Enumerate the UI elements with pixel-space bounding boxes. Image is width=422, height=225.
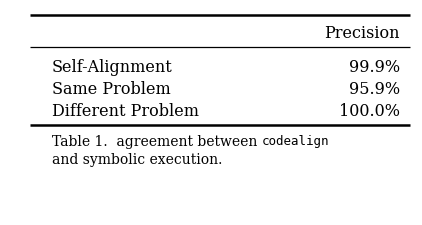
Text: 100.0%: 100.0% [339,103,400,120]
Text: Same Problem: Same Problem [52,81,171,98]
Text: Different Problem: Different Problem [52,103,199,120]
Text: Table 1.  agreement between: Table 1. agreement between [52,134,262,148]
Text: Precision: Precision [325,25,400,42]
Text: 99.9%: 99.9% [349,59,400,76]
Text: Self-Alignment: Self-Alignment [52,59,173,76]
Text: 95.9%: 95.9% [349,81,400,98]
Text: codealign: codealign [262,135,329,148]
Text: and symbolic execution.: and symbolic execution. [52,152,222,166]
